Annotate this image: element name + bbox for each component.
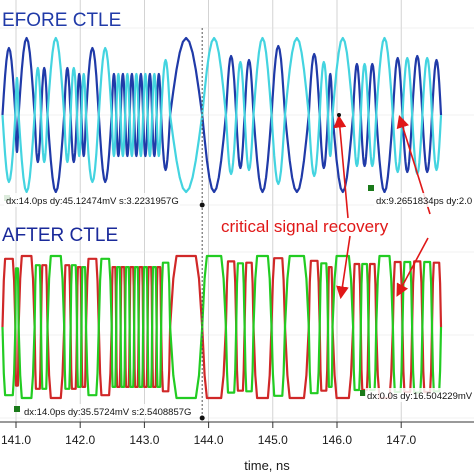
marker-flag [14,406,20,412]
marker-label-box [365,388,474,402]
cursor-marker-dot [199,202,205,208]
waveform-series-1-1 [1,254,443,400]
x-tick-label: 147.0 [386,433,416,447]
marker-readout-before-1: dx:14.0ps dy:45.12474mV s:3.2231957G [6,196,179,207]
annotation-text: critical signal recovery [221,217,389,236]
x-axis-title: time, ns [244,458,290,473]
waveform-series-0-0 [1,36,443,194]
recovery-point-dot [337,113,341,117]
marker-readout-after-1: dx:14.0ps dy:35.5724mV s:2.5408857G [24,407,191,418]
annotation-arrow-1 [336,235,351,300]
x-axis: 141.0 142.0 143.0 144.0 145.0 146.0 147.0 [0,421,474,447]
x-tick-label: 143.0 [129,433,159,447]
x-tick-label: 146.0 [322,433,352,447]
annotation-arrow-0 [333,114,349,219]
marker-readout-before-2: dx:9.2651834ps dy:2.0 [376,196,472,207]
cursor-marker-dot [199,415,205,421]
marker-flag [368,185,374,191]
marker-label-box [22,404,178,418]
marker-label-box [374,193,474,207]
x-tick-label: 142.0 [65,433,95,447]
marker-labels: dx:14.0ps dy:45.12474mV s:3.2231957G dx:… [4,193,474,418]
annotation-arrow-3 [396,237,429,297]
marker-readout-after-2: dx:0.0s dy:16.504229mV [367,391,473,402]
x-tick-label: 141.0 [1,433,31,447]
x-tick-label: 145.0 [258,433,288,447]
waveform-series-0-1 [1,36,443,194]
before-ctle-title: EFORE CTLE [2,10,121,31]
marker-flag [360,390,366,396]
after-ctle-title: AFTER CTLE [2,225,118,246]
marker-label-box [4,193,180,207]
x-tick-label: 144.0 [194,433,224,447]
